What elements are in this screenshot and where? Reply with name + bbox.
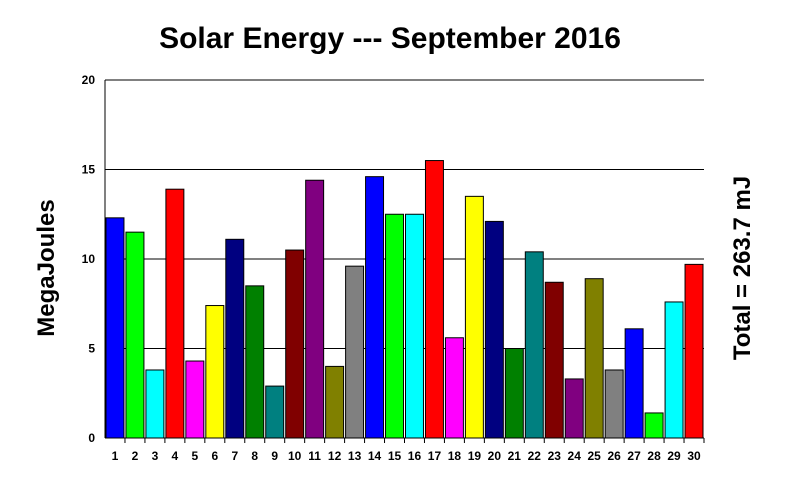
x-tick-label: 6 <box>211 449 218 463</box>
bar <box>225 238 245 439</box>
bar <box>345 265 365 439</box>
bar <box>684 263 704 439</box>
x-tick-label: 20 <box>488 449 502 463</box>
x-tick-label: 21 <box>508 449 522 463</box>
y-tick-label: 20 <box>82 73 96 87</box>
bar <box>365 176 385 439</box>
x-tick-label: 12 <box>328 449 342 463</box>
x-tick-label: 28 <box>647 449 661 463</box>
x-tick-label: 22 <box>528 449 542 463</box>
bar <box>105 217 125 439</box>
x-tick-label: 8 <box>251 449 258 463</box>
x-tick-label: 7 <box>231 449 238 463</box>
grid-layer <box>105 79 704 349</box>
x-tick-label: 30 <box>687 449 701 463</box>
x-tick-label: 9 <box>271 449 278 463</box>
bar <box>544 281 564 439</box>
x-tick-label: 19 <box>468 449 482 463</box>
bars-layer <box>105 160 704 439</box>
x-tick-label: 1 <box>112 449 119 463</box>
bar <box>524 251 544 439</box>
x-tick-label: 27 <box>627 449 641 463</box>
bar <box>405 213 424 439</box>
x-tick-label: 23 <box>548 449 562 463</box>
x-tick-label: 25 <box>588 449 602 463</box>
bar <box>604 369 624 439</box>
y-tick-label: 15 <box>82 163 96 177</box>
x-tick-label: 5 <box>192 449 199 463</box>
bar <box>205 305 225 439</box>
bar <box>424 160 444 439</box>
axes-layer <box>104 80 705 443</box>
bar <box>504 348 524 439</box>
bar <box>185 360 205 439</box>
x-tick-label: 18 <box>448 449 462 463</box>
x-tick-label: 14 <box>368 449 382 463</box>
total-label: Total = 263.7 mJ <box>729 176 756 360</box>
x-tick-label: 26 <box>607 449 621 463</box>
x-tick-label: 4 <box>172 449 179 463</box>
x-tick-label: 11 <box>308 449 321 463</box>
bar <box>145 369 165 439</box>
x-tick-label: 29 <box>667 449 681 463</box>
bar <box>285 249 305 439</box>
bar <box>464 195 484 439</box>
y-tick-label: 10 <box>82 252 96 266</box>
bar <box>484 220 504 439</box>
bar <box>624 328 644 439</box>
bar <box>564 378 584 439</box>
y-axis-label: MegaJoules <box>33 199 60 336</box>
bar <box>385 213 404 439</box>
bar <box>644 412 664 439</box>
x-tick-label: 24 <box>568 449 582 463</box>
bar <box>245 285 265 439</box>
bar <box>265 385 285 439</box>
chart-title: Solar Energy --- September 2016 <box>159 22 621 55</box>
bar <box>305 179 325 439</box>
bar <box>584 278 604 439</box>
y-tick-label: 0 <box>88 431 95 445</box>
y-tick-label: 5 <box>88 342 95 356</box>
bar <box>125 231 145 439</box>
x-tick-label: 17 <box>428 449 442 463</box>
x-tick-label: 13 <box>348 449 362 463</box>
x-tick-label: 16 <box>408 449 422 463</box>
bar <box>444 337 464 439</box>
x-tick-label: 3 <box>152 449 159 463</box>
x-tick-label: 10 <box>288 449 302 463</box>
x-tick-label: 15 <box>388 449 402 463</box>
x-tick-label: 2 <box>132 449 139 463</box>
bar <box>165 188 185 439</box>
bar <box>325 365 345 439</box>
bar <box>664 301 684 439</box>
